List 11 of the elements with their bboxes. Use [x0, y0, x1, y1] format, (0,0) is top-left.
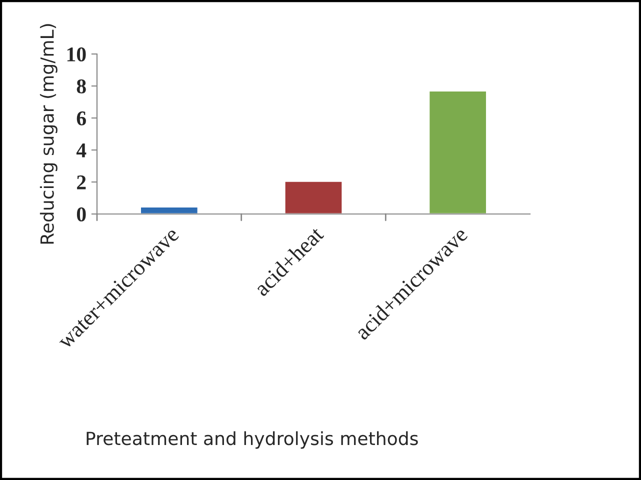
y-tick-label: 0: [76, 207, 86, 222]
bar: [284, 180, 344, 214]
y-tick-label: 8: [76, 79, 86, 94]
x-axis-title: Preteatment and hydrolysis methods: [86, 431, 418, 449]
y-axis-title: Reducing sugar (mg/mL): [40, 24, 58, 244]
y-tick-label: 6: [76, 111, 86, 126]
y-tick-label: 4: [76, 144, 86, 158]
bar: [140, 206, 199, 214]
y-tick-label: 10: [67, 47, 86, 62]
bar: [428, 90, 488, 214]
y-tick-label: 2: [77, 175, 86, 190]
